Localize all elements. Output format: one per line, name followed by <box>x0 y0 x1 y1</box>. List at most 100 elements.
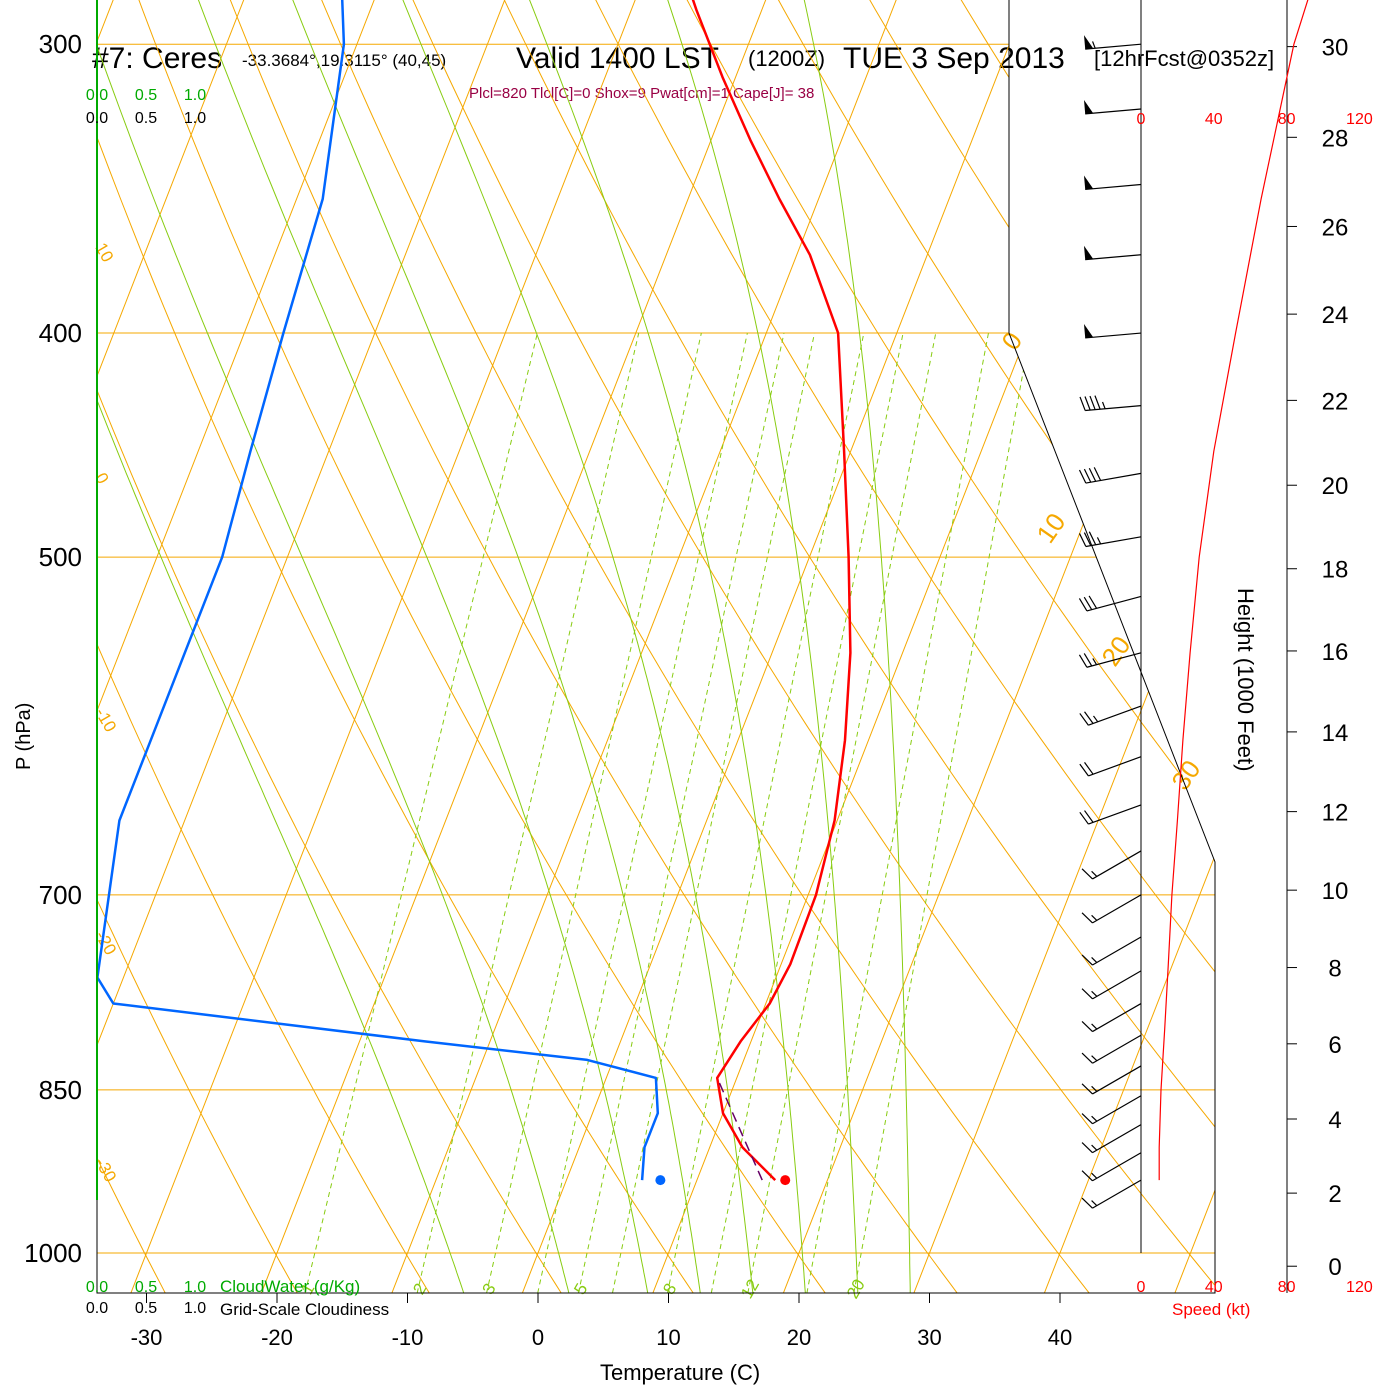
wind-barb-staff <box>1088 804 1142 825</box>
wind-barb-pennant <box>1083 245 1094 260</box>
cloudiness-bottom-tick: 1.0 <box>184 1300 206 1317</box>
mixing-ratio-line <box>665 332 865 1294</box>
isotherm-line <box>253 0 837 1294</box>
wind-barb-staff <box>1092 894 1142 924</box>
x-tick-label: 10 <box>656 1325 680 1350</box>
wind-barb-half-flag <box>1092 658 1098 665</box>
wind-barb-half-flag <box>1091 914 1098 921</box>
wind-barb-flag <box>1083 653 1093 667</box>
x-tick-label: 20 <box>787 1325 811 1350</box>
cloudiness-bottom-tick: 0.5 <box>135 1300 157 1317</box>
wind-barb <box>1081 1034 1142 1064</box>
isotherm-line <box>514 0 1098 1294</box>
x-axis-label: Temperature (C) <box>600 1360 760 1385</box>
forecast-info: [12hrFcst@0352z] <box>1094 46 1274 71</box>
pressure-tick-label: 700 <box>39 880 82 910</box>
wind-barb-half-flag <box>1092 41 1096 49</box>
isotherm-line <box>1167 0 1215 1294</box>
wind-barb-half-flag <box>1091 870 1098 877</box>
dry-adiabat <box>0 0 42 1312</box>
wind-barb-flag <box>1078 598 1088 612</box>
wind-barb <box>1081 1152 1142 1182</box>
wind-barb-pennant <box>1083 35 1094 50</box>
wind-barb-staff <box>1086 652 1142 668</box>
speed-axis-label: Speed (kt) <box>1172 1300 1250 1319</box>
height-tick-label: 24 <box>1322 302 1349 329</box>
x-tick-label: 40 <box>1048 1325 1072 1350</box>
dry-adiabat-label: 30 <box>1165 755 1206 796</box>
cloudwater-bottom-tick: 0.5 <box>135 1279 157 1296</box>
height-tick-label: 6 <box>1328 1032 1341 1059</box>
isotherm-line <box>775 0 1215 1294</box>
mixing-ratio-line <box>851 332 1031 1294</box>
wind-barb-flag <box>1083 532 1092 546</box>
height-tick-label: 16 <box>1322 639 1349 666</box>
dry-adiabat <box>97 0 176 1294</box>
wind-barb-flag <box>1081 954 1093 966</box>
wind-barb-pennant <box>1083 99 1094 114</box>
profiles <box>97 0 852 1186</box>
x-tick-label: -20 <box>261 1325 293 1350</box>
temperature-line <box>655 0 852 1181</box>
wind-barb-staff <box>1088 756 1142 777</box>
dry-adiabat-label: -30 <box>91 1155 120 1186</box>
speed-bottom-tick: 120 <box>1346 1279 1373 1296</box>
dry-adiabat <box>595 0 1215 1294</box>
wind-barb-staff <box>1092 1095 1142 1125</box>
speed-top-tick: 120 <box>1346 111 1373 128</box>
height-tick-label: 14 <box>1322 720 1349 747</box>
height-tick-label: 10 <box>1322 878 1349 905</box>
wind-speed-line <box>1158 0 1309 1181</box>
height-tick-label: 8 <box>1328 956 1341 983</box>
wind-barb <box>1083 245 1142 261</box>
wind-barb-flag <box>1081 1170 1093 1182</box>
wind-barb-staff <box>1085 254 1142 261</box>
wind-barb <box>1081 1065 1142 1095</box>
cloudwater-label: CloudWater (g/Kg) <box>220 1277 360 1296</box>
wind-barb <box>1083 35 1142 50</box>
pressure-tick-label: 400 <box>39 318 82 348</box>
wind-barb-flag <box>1081 1142 1093 1154</box>
wind-barb-half-flag <box>1091 1115 1098 1122</box>
cloudwater-top-tick: 0.0 <box>86 87 108 104</box>
dry-adiabat-label: 20 <box>1095 631 1136 672</box>
dry-adiabat <box>97 0 441 1294</box>
wind-barb-flag <box>1084 810 1094 823</box>
wind-barb-flag <box>1081 988 1093 1000</box>
wind-barb-flag <box>1079 396 1086 411</box>
height-tick-label: 26 <box>1322 214 1349 241</box>
wind-barb-staff <box>1092 1003 1142 1033</box>
mixing-ratio-line <box>576 332 785 1294</box>
isotherm-line <box>384 0 967 1294</box>
wind-barb <box>1081 1124 1142 1154</box>
mixing-ratio-line <box>302 332 538 1294</box>
height-tick-label: 4 <box>1328 1107 1341 1134</box>
cloudiness-bottom-tick: 0.0 <box>86 1300 108 1317</box>
parcel-line <box>716 1077 763 1181</box>
axes: 2503004005007008501000-30-20-10010203040… <box>24 0 1348 1350</box>
wind-barb-flag <box>1078 469 1087 484</box>
moist-adiabat <box>97 0 468 1294</box>
pressure-tick-label: 1000 <box>24 1238 82 1268</box>
y-axis-label: P (hPa) <box>13 703 35 770</box>
wind-barb <box>1079 756 1142 777</box>
x-tick-label: -10 <box>392 1325 424 1350</box>
sounding-indices: Plcl=820 Tlcl[C]=0 Shox=9 Pwat[cm]=1 Cap… <box>469 85 814 102</box>
wind-barb-flag <box>1083 468 1092 483</box>
wind-barb-staff <box>1092 1065 1142 1095</box>
cloudwater-bottom-tick: 1.0 <box>184 1279 206 1296</box>
x-tick-label: 0 <box>532 1325 544 1350</box>
isotherm-line <box>97 0 315 1294</box>
isotherm-line <box>97 0 184 1294</box>
height-tick-label: 30 <box>1322 35 1349 62</box>
pressure-tick-label: 500 <box>39 542 82 572</box>
mixing-ratio-line <box>745 332 937 1294</box>
wind-barb-flag <box>1081 1113 1093 1125</box>
speed-top-tick: 80 <box>1278 111 1296 128</box>
dry-adiabat-label: -10 <box>91 705 120 736</box>
wind-barb-staff <box>1092 936 1142 966</box>
wind-barb-staff <box>1085 472 1142 484</box>
speed-bottom-tick: 40 <box>1205 1279 1223 1296</box>
